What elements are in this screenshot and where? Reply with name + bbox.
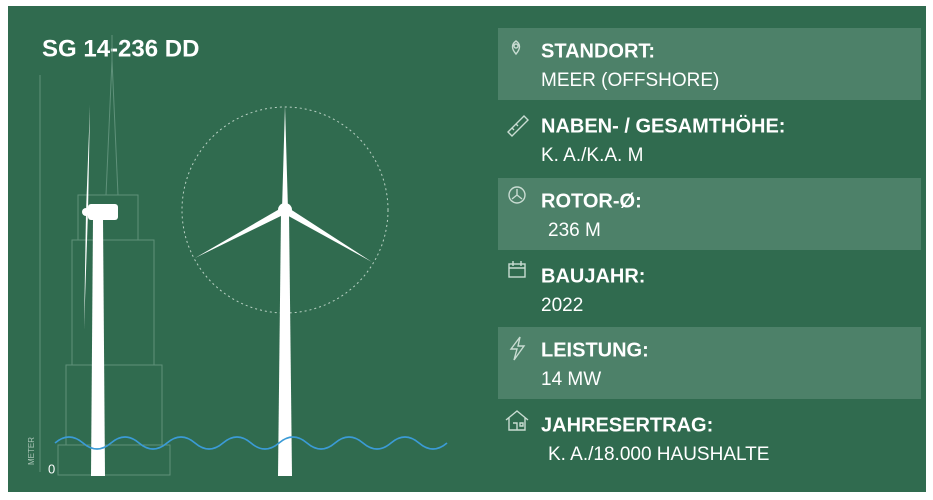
spec-value: 2022 bbox=[541, 295, 583, 316]
spec-label: LEISTUNG: bbox=[541, 339, 649, 361]
spec-band bbox=[498, 28, 921, 100]
spec-label: ROTOR-Ø: bbox=[541, 190, 642, 212]
spec-label: BAUJAHR: bbox=[541, 265, 645, 287]
spec-band bbox=[498, 178, 921, 250]
spec-band bbox=[498, 327, 921, 399]
spec-value: 14 MW bbox=[541, 369, 601, 390]
axis-label: METER bbox=[27, 437, 36, 465]
turbine-front bbox=[195, 105, 372, 476]
building-outlines bbox=[39, 35, 171, 476]
axis-zero: 0 bbox=[48, 461, 55, 476]
spec-label: JAHRESERTRAG: bbox=[541, 414, 713, 436]
icons bbox=[505, 40, 529, 431]
spec-label: STANDORT: bbox=[541, 40, 655, 62]
turbine-side bbox=[82, 105, 118, 476]
spec-label: NABEN- / GESAMTHÖHE: bbox=[541, 114, 785, 137]
spec-value: MEER (OFFSHORE) bbox=[541, 70, 719, 91]
title: SG 14-236 DD bbox=[42, 35, 199, 62]
wave bbox=[54, 436, 448, 450]
spec-value: K. A./K.A. M bbox=[541, 145, 643, 166]
spec-value: 236 M bbox=[548, 220, 601, 241]
spec-list: STANDORT: MEER (OFFSHORE) NABEN- / GESAMTH… bbox=[498, 28, 921, 465]
spec-value: K. A./18.000 HAUSHALTE bbox=[548, 444, 769, 465]
